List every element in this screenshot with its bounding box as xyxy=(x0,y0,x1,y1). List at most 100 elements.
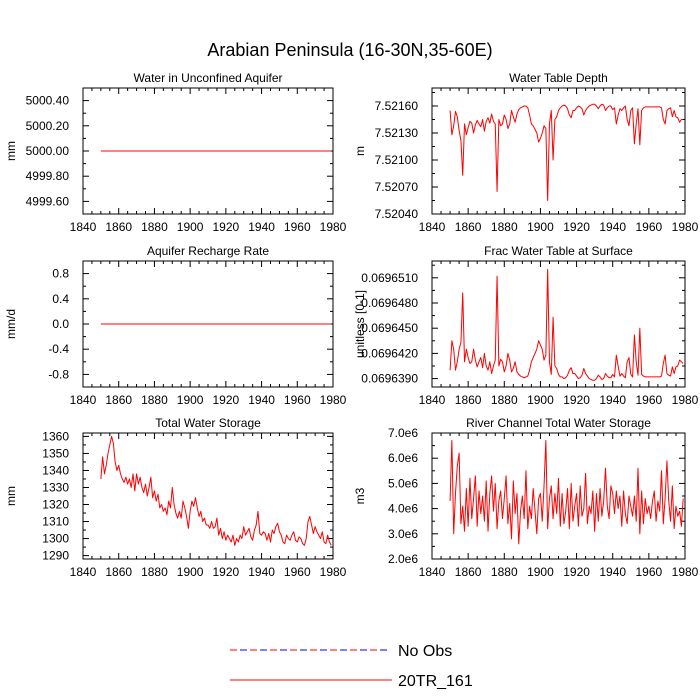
plot-frame xyxy=(431,432,686,560)
x-tick-label: 1900 xyxy=(177,565,204,579)
x-tick-label: 1860 xyxy=(105,220,132,234)
x-tick-label: 1840 xyxy=(419,220,446,234)
y-tick-label: 1300 xyxy=(42,532,69,546)
panel-6: River Channel Total Water Storage m3 1840 1… xyxy=(353,416,699,579)
y-tick-label: 1340 xyxy=(42,463,69,477)
series-line-20tr-161 xyxy=(449,103,684,201)
x-tick-label: 1920 xyxy=(563,393,590,407)
x-tick-label: 1840 xyxy=(70,565,97,579)
y-tick-label: 0.0696420 xyxy=(361,346,418,360)
panels: Water in Unconfined Aquifer mm 1840 1860 188… xyxy=(4,71,699,579)
y-tick-label: 7.52070 xyxy=(375,180,419,194)
y-axis-label: m xyxy=(353,146,367,156)
y-tick-label: 7.52160 xyxy=(375,99,419,113)
panel-title: Aquifer Recharge Rate xyxy=(147,244,269,258)
x-tick-label: 1860 xyxy=(105,393,132,407)
series-line-20tr-161 xyxy=(449,440,684,545)
legend: No Obs 20TR_161 xyxy=(230,643,473,690)
y-tick-label: 4999.60 xyxy=(26,194,70,208)
y-tick-label: -0.8 xyxy=(48,367,69,381)
x-tick-label: 1940 xyxy=(599,220,626,234)
y-tick-label: 4999.80 xyxy=(26,169,70,183)
y-axis-label: mm xyxy=(4,141,18,161)
x-tick-label: 1880 xyxy=(491,393,518,407)
panel-title: Water in Unconfined Aquifer xyxy=(134,71,283,85)
legend-label: 20TR_161 xyxy=(398,673,473,690)
x-tick-label: 1980 xyxy=(320,393,347,407)
figure-title: Arabian Peninsula (16-30N,35-60E) xyxy=(207,40,492,60)
y-tick-label: 5000.00 xyxy=(26,144,70,158)
y-tick-label: 2.0e6 xyxy=(388,552,418,566)
legend-label: No Obs xyxy=(398,643,452,660)
y-tick-label: 7.52130 xyxy=(375,126,419,140)
y-tick-label: 5000.20 xyxy=(26,119,70,133)
x-tick-label: 1980 xyxy=(672,393,699,407)
x-tick-label: 1980 xyxy=(320,220,347,234)
y-tick-label: 0.0696450 xyxy=(361,321,418,335)
x-tick-label: 1880 xyxy=(141,393,168,407)
x-tick-label: 1920 xyxy=(213,220,240,234)
panel-title: River Channel Total Water Storage xyxy=(466,416,651,430)
x-tick-label: 1960 xyxy=(284,220,311,234)
x-tick-label: 1900 xyxy=(527,220,554,234)
y-tick-label: 7.52040 xyxy=(375,207,419,221)
y-tick-label: 1290 xyxy=(42,549,69,563)
x-tick-label: 1840 xyxy=(419,393,446,407)
panel-4: Frac Water Table at Surface unitless [0-1… xyxy=(353,244,699,407)
x-tick-label: 1860 xyxy=(455,393,482,407)
panel-1: Water in Unconfined Aquifer mm 1840 1860 188… xyxy=(4,71,347,234)
x-tick-label: 1980 xyxy=(672,220,699,234)
x-tick-label: 1980 xyxy=(320,565,347,579)
y-tick-label: 0.0696510 xyxy=(361,271,418,285)
y-tick-label: 1310 xyxy=(42,515,69,529)
y-tick-label: 1360 xyxy=(42,429,69,443)
y-tick-label: 1320 xyxy=(42,498,69,512)
x-tick-label: 1840 xyxy=(70,220,97,234)
y-axis-label: unitless [0-1] xyxy=(353,290,367,358)
y-tick-label: 1330 xyxy=(42,480,69,494)
y-axis-label: mm/d xyxy=(4,309,18,339)
x-tick-label: 1960 xyxy=(636,565,663,579)
y-tick-label: 0.0 xyxy=(52,317,69,331)
x-tick-label: 1960 xyxy=(284,393,311,407)
x-tick-label: 1880 xyxy=(491,565,518,579)
y-axis-label: m3 xyxy=(353,487,367,504)
y-tick-label: 7.0e6 xyxy=(388,426,418,440)
panel-title: Frac Water Table at Surface xyxy=(484,244,633,258)
y-tick-label: 1350 xyxy=(42,446,69,460)
legend-entry-2: 20TR_161 xyxy=(230,673,473,690)
y-tick-label: -0.4 xyxy=(48,342,69,356)
panel-3: Aquifer Recharge Rate mm/d 1840 1860 1880 190… xyxy=(4,244,347,407)
panel-title: Total Water Storage xyxy=(155,416,261,430)
x-tick-label: 1880 xyxy=(141,220,168,234)
x-tick-label: 1960 xyxy=(636,393,663,407)
y-tick-label: 6.0e6 xyxy=(388,451,418,465)
y-tick-label: 3.0e6 xyxy=(388,527,418,541)
x-tick-label: 1960 xyxy=(636,220,663,234)
x-tick-label: 1920 xyxy=(563,220,590,234)
series-line-20tr-161 xyxy=(449,268,684,381)
x-tick-label: 1940 xyxy=(599,565,626,579)
y-tick-label: 5000.40 xyxy=(26,94,70,108)
y-tick-label: 0.0696480 xyxy=(361,296,418,310)
y-tick-label: 0.8 xyxy=(52,267,69,281)
y-tick-label: 4.0e6 xyxy=(388,502,418,516)
y-tick-label: 0.0696390 xyxy=(361,372,418,386)
legend-entry-1: No Obs xyxy=(230,643,452,660)
y-tick-label: 5.0e6 xyxy=(388,476,418,490)
x-tick-label: 1940 xyxy=(248,220,275,234)
panel-2: Water Table Depth m 1840 1860 1880 1900 1920 19… xyxy=(353,71,699,234)
x-tick-label: 1920 xyxy=(213,393,240,407)
x-tick-label: 1840 xyxy=(419,565,446,579)
y-axis-label: mm xyxy=(4,486,18,506)
x-tick-label: 1920 xyxy=(563,565,590,579)
x-tick-label: 1940 xyxy=(599,393,626,407)
x-tick-label: 1960 xyxy=(284,565,311,579)
panel-title: Water Table Depth xyxy=(509,71,608,85)
x-tick-label: 1900 xyxy=(177,393,204,407)
x-tick-label: 1920 xyxy=(213,565,240,579)
plot-frame xyxy=(431,260,686,388)
x-tick-label: 1860 xyxy=(455,220,482,234)
x-tick-label: 1980 xyxy=(672,565,699,579)
